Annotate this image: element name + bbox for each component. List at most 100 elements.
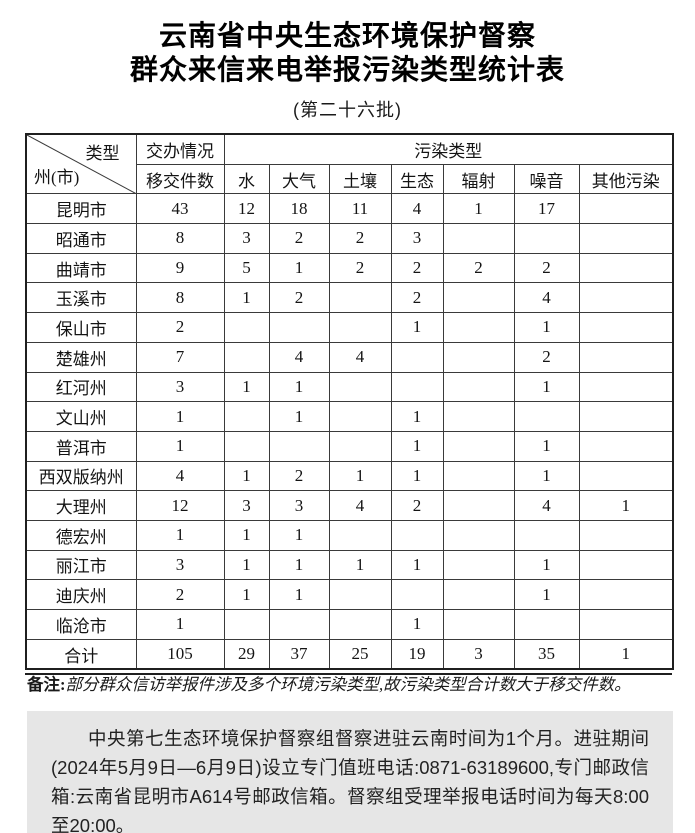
pollution-count-cell bbox=[442, 490, 515, 521]
pollution-count-cell: 1 bbox=[513, 579, 580, 610]
pollution-count-cell bbox=[578, 193, 674, 225]
transferred-count-cell: 1 bbox=[135, 430, 225, 462]
pollution-count-cell: 2 bbox=[513, 341, 580, 373]
inspection-notice-box: 中央第七生态环境保护督察组督察进驻云南时间为1个月。进驻期间(2024年5月9日… bbox=[27, 711, 673, 833]
pollution-count-cell: 2 bbox=[513, 252, 580, 284]
region-cell: 西双版纳州 bbox=[25, 460, 137, 492]
transferred-count-cell: 43 bbox=[135, 193, 225, 225]
pollution-count-cell bbox=[578, 252, 674, 284]
transferred-count-cell: 1 bbox=[135, 401, 225, 432]
pollution-count-cell bbox=[513, 519, 580, 551]
table-row: 丽江市 3 1 1 1 1 1 bbox=[25, 549, 674, 581]
region-cell: 保山市 bbox=[25, 312, 137, 343]
table-header: 类型 州(市) 交办情况 污染类型 移交件数 水 大气 土壤 生态 辐射 噪音 … bbox=[25, 133, 674, 195]
transferred-count-cell: 3 bbox=[135, 371, 225, 403]
pollution-count-cell bbox=[442, 549, 515, 581]
pollution-count-cell bbox=[328, 282, 392, 314]
pollution-count-cell: 1 bbox=[442, 193, 515, 225]
pollution-count-cell: 4 bbox=[513, 490, 580, 521]
pollution-count-cell bbox=[578, 282, 674, 314]
pollution-count-cell bbox=[390, 519, 444, 551]
transferred-count-cell: 9 bbox=[135, 252, 225, 284]
table-row: 迪庆州 2 1 1 1 bbox=[25, 579, 674, 610]
pollution-count-cell: 1 bbox=[223, 519, 270, 551]
pollution-count-cell: 2 bbox=[390, 490, 444, 521]
page-title-line-2: 群众来信来电举报污染类型统计表 bbox=[129, 54, 565, 85]
pollution-count-cell bbox=[223, 430, 270, 462]
table-row: 昆明市 43 12 18 11 4 1 17 bbox=[25, 193, 674, 225]
transferred-count-cell: 2 bbox=[135, 312, 225, 343]
region-cell: 曲靖市 bbox=[25, 252, 137, 284]
pollution-count-cell bbox=[328, 312, 392, 343]
table-row: 德宏州 1 1 1 bbox=[25, 519, 674, 551]
diagonal-line bbox=[27, 135, 136, 193]
pollution-count-cell bbox=[268, 430, 330, 462]
pollution-count-cell bbox=[442, 430, 515, 462]
pollution-count-cell bbox=[578, 460, 674, 492]
pollution-count-cell bbox=[328, 401, 392, 432]
pollution-count-cell: 2 bbox=[268, 223, 330, 254]
pollution-count-cell bbox=[223, 401, 270, 432]
footnote: 备注:部分群众信访举报件涉及多个环境污染类型,故污染类型合计数大于移交件数。 bbox=[27, 671, 672, 695]
pollution-count-cell: 2 bbox=[328, 252, 392, 284]
diagonal-corner-cell: 类型 州(市) bbox=[25, 133, 137, 195]
transferred-count-cell: 8 bbox=[135, 282, 225, 314]
pollution-type-header-other: 其他污染 bbox=[578, 163, 674, 195]
pollution-count-cell: 1 bbox=[268, 252, 330, 284]
footnote-text: 部分群众信访举报件涉及多个环境污染类型,故污染类型合计数大于移交件数。 bbox=[65, 675, 631, 694]
header-row-1: 类型 州(市) 交办情况 污染类型 bbox=[25, 133, 674, 195]
header-row-2: 移交件数 水 大气 土壤 生态 辐射 噪音 其他污染 bbox=[26, 163, 674, 195]
pollution-count-cell bbox=[578, 312, 674, 343]
pollution-count-cell: 1 bbox=[578, 638, 674, 670]
pollution-count-cell: 12 bbox=[223, 193, 270, 225]
region-cell: 玉溪市 bbox=[25, 282, 137, 314]
region-cell: 楚雄州 bbox=[25, 341, 137, 373]
transferred-count-cell: 105 bbox=[135, 638, 225, 670]
table-row: 临沧市 1 1 bbox=[25, 609, 674, 640]
pollution-count-cell: 17 bbox=[513, 193, 580, 225]
pollution-count-cell bbox=[578, 579, 674, 610]
pollution-count-cell bbox=[578, 371, 674, 403]
pollution-count-cell bbox=[390, 579, 444, 610]
pollution-count-cell: 2 bbox=[390, 252, 444, 284]
pollution-count-cell: 2 bbox=[328, 223, 392, 254]
pollution-count-cell bbox=[223, 341, 270, 373]
pollution-count-cell: 1 bbox=[268, 401, 330, 432]
pollution-count-cell: 1 bbox=[328, 460, 392, 492]
pollution-count-cell: 1 bbox=[578, 490, 674, 521]
pollution-count-cell: 4 bbox=[328, 341, 392, 373]
pollution-count-cell: 4 bbox=[390, 193, 444, 225]
region-cell: 临沧市 bbox=[25, 609, 137, 640]
pollution-type-header-radiation: 辐射 bbox=[442, 163, 515, 195]
transferred-count-cell: 2 bbox=[135, 579, 225, 610]
pollution-count-cell: 1 bbox=[223, 579, 270, 610]
table-row: 楚雄州 7 4 4 2 bbox=[25, 341, 674, 373]
pollution-count-cell: 1 bbox=[390, 549, 444, 581]
pollution-count-cell: 37 bbox=[268, 638, 330, 670]
pollution-count-cell: 3 bbox=[223, 490, 270, 521]
table-row: 文山州 1 1 1 bbox=[25, 401, 674, 432]
pollution-count-cell: 1 bbox=[390, 460, 444, 492]
pollution-count-cell: 4 bbox=[513, 282, 580, 314]
pollution-type-header-ecology: 生态 bbox=[390, 163, 444, 195]
pollution-count-cell bbox=[442, 282, 515, 314]
document-header: 云南省中央生态环境保护督察 群众来信来电举报污染类型统计表 (第二十六批) bbox=[0, 0, 695, 122]
transferred-header-cell: 移交件数 bbox=[135, 163, 225, 195]
page-title-line-1: 云南省中央生态环境保护督察 bbox=[158, 20, 536, 51]
pollution-count-cell bbox=[223, 609, 270, 640]
footnote-label: 备注: bbox=[27, 675, 66, 694]
pollution-count-cell: 5 bbox=[223, 252, 270, 284]
pollution-count-cell: 1 bbox=[268, 549, 330, 581]
pollution-count-cell bbox=[442, 341, 515, 373]
pollution-count-cell: 1 bbox=[268, 519, 330, 551]
pollution-count-cell bbox=[328, 519, 392, 551]
pollution-count-cell: 25 bbox=[328, 638, 392, 670]
region-cell: 昭通市 bbox=[25, 223, 137, 254]
pollution-count-cell: 3 bbox=[390, 223, 444, 254]
pollution-count-cell: 4 bbox=[268, 341, 330, 373]
pollution-count-cell: 1 bbox=[513, 460, 580, 492]
pollution-type-header-soil: 土壤 bbox=[328, 163, 392, 195]
pollution-count-cell bbox=[442, 401, 515, 432]
transferred-count-cell: 8 bbox=[135, 223, 225, 254]
pollution-count-cell bbox=[578, 401, 674, 432]
